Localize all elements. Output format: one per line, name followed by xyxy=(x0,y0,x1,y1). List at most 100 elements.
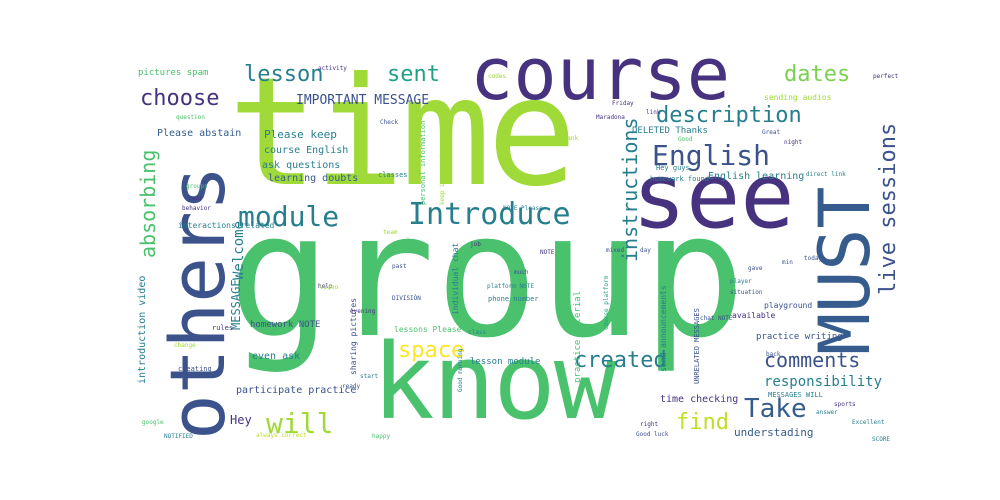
word-always-correct: always correct xyxy=(256,432,307,439)
word-message: MESSAGE xyxy=(229,279,243,330)
word-ask-questions: ask questions xyxy=(262,160,341,171)
word-time: time xyxy=(228,46,577,220)
word-personal-information: personal information xyxy=(419,120,427,205)
word-rules: rules xyxy=(212,324,234,332)
word-understading: understading xyxy=(734,426,814,439)
word-deleted-thanks: DELETED Thanks xyxy=(632,126,708,136)
word-happy: happy xyxy=(372,433,391,440)
word-introduction-video: introduction video xyxy=(137,275,148,384)
word-groups: groups xyxy=(186,183,208,190)
word-practice-writing: practice writing xyxy=(756,332,843,342)
word-today: today xyxy=(804,255,823,262)
word-right: right xyxy=(640,421,659,428)
word-night: night xyxy=(784,139,803,146)
word-maradona: Maradona xyxy=(596,114,625,121)
word-notified: NOTIFIED xyxy=(164,433,193,440)
word-activity: activity xyxy=(318,65,347,72)
word-live-sessions: live sessions xyxy=(876,122,901,295)
word-module: module xyxy=(238,200,340,233)
word-lessons-please: lessons Please xyxy=(394,325,462,334)
word-phone-number: phone number xyxy=(488,295,539,303)
word-available: available xyxy=(732,311,776,320)
word-past: past xyxy=(392,263,407,270)
word-learning-doubts: learning doubts xyxy=(268,173,359,184)
word-take: Take xyxy=(744,394,807,424)
word-introduce: Introduce xyxy=(408,197,571,232)
word-description: description xyxy=(656,103,802,128)
word-sending-audios: sending audios xyxy=(764,93,832,102)
word-good: Good xyxy=(678,136,693,143)
word-codes: codes xyxy=(488,73,507,80)
word-will: will xyxy=(266,407,334,440)
word-must: MUST xyxy=(804,186,886,355)
word-group: group xyxy=(228,175,746,376)
word-score: SCORE xyxy=(872,436,891,443)
word-keep-interactions: keep interactions xyxy=(439,143,446,205)
word-time-checking: time checking xyxy=(660,394,739,405)
word-chat-note: chat NOTE xyxy=(700,315,733,322)
word-please-keep: Please keep xyxy=(264,128,337,141)
word-great: Great xyxy=(762,129,781,136)
word-help: help xyxy=(318,283,333,290)
word-back: back xyxy=(766,351,781,358)
word-participate-practice: participate practice xyxy=(236,385,357,396)
word-platform-note: platform NOTE xyxy=(487,283,534,290)
word-division: DIVISIÓN xyxy=(392,295,421,302)
word-year: year xyxy=(188,195,203,202)
word-player: player xyxy=(730,278,752,285)
word-mixed: mixed xyxy=(606,247,625,254)
word-min: min xyxy=(782,259,793,266)
word-thank: Thank xyxy=(560,135,579,142)
word-class: class xyxy=(468,329,487,336)
word-sports: sports xyxy=(834,401,856,408)
word-excellent: Excellent xyxy=(852,419,885,426)
word-responsibility: responsibility xyxy=(764,374,883,390)
word-situation: situation xyxy=(730,289,763,296)
word-question: question xyxy=(176,114,205,121)
word-messages-will: MESSAGES WILL xyxy=(768,391,823,399)
word-dates: dates xyxy=(784,62,851,87)
word-good-luck: Good luck xyxy=(636,431,669,438)
word-google: google xyxy=(142,419,164,426)
word-ready: ready xyxy=(342,383,361,390)
word-gave: gave xyxy=(748,265,763,272)
word-perfect: perfect xyxy=(873,73,899,80)
word-space: space xyxy=(398,338,465,363)
word-see: see xyxy=(632,144,795,249)
word-friday: Friday xyxy=(612,100,634,107)
word-created: created xyxy=(574,348,667,373)
word-behavior: behavior xyxy=(182,205,211,212)
word-english: English xyxy=(652,139,771,172)
word-please-abstain: Please abstain xyxy=(157,128,242,139)
word-note-please: NOTE Please xyxy=(503,205,543,212)
word-playground: playground xyxy=(764,301,813,310)
word-absorbing: absorbing xyxy=(136,149,160,258)
word-lesson: lesson xyxy=(244,62,324,87)
word-english-learning: English learning xyxy=(708,171,805,182)
word-instructions: instructions xyxy=(618,117,642,263)
word-team: team xyxy=(383,229,398,236)
word-homework-found: homework found xyxy=(650,175,710,183)
word-classes: classes xyxy=(378,171,408,179)
word-direct-link: direct link xyxy=(806,171,846,178)
word-hey-guys: Hey guys xyxy=(656,164,690,172)
word-important-message: IMPORTANT MESSAGE xyxy=(296,93,430,108)
word-change: change xyxy=(174,342,196,349)
word-course-english: course English xyxy=(264,145,349,156)
word-day: day xyxy=(640,247,651,254)
word-practice-material: practice material xyxy=(573,290,583,383)
word-find: find xyxy=(676,410,729,435)
word-comments: comments xyxy=(764,348,861,372)
word-cheating: cheating xyxy=(178,365,212,373)
word-course: course xyxy=(470,32,731,116)
word-job: job xyxy=(470,241,481,248)
word-sent: sent xyxy=(387,62,440,87)
word-choose: choose xyxy=(140,86,220,111)
word-course-platform: course platform xyxy=(603,275,610,330)
word-homework-note: homework NOTE xyxy=(250,320,321,330)
word-hey: Hey xyxy=(230,413,252,427)
word-link: link xyxy=(646,109,661,116)
word-lesson-module: lesson module xyxy=(470,357,541,367)
word-know: know xyxy=(372,321,616,443)
